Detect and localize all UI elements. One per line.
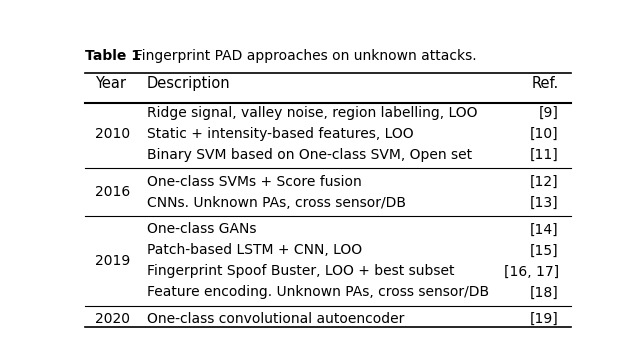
Text: Table 1: Table 1 <box>85 49 141 63</box>
Text: [11]: [11] <box>530 148 559 162</box>
Text: One-class SVMs + Score fusion: One-class SVMs + Score fusion <box>147 175 362 189</box>
Text: Fingerprint Spoof Buster, LOO + best subset: Fingerprint Spoof Buster, LOO + best sub… <box>147 264 454 278</box>
Text: Static + intensity-based features, LOO: Static + intensity-based features, LOO <box>147 127 413 141</box>
Text: Feature encoding. Unknown PAs, cross sensor/DB: Feature encoding. Unknown PAs, cross sen… <box>147 285 489 300</box>
Text: Fingerprint PAD approaches on unknown attacks.: Fingerprint PAD approaches on unknown at… <box>125 49 476 63</box>
Text: Binary SVM based on One-class SVM, Open set: Binary SVM based on One-class SVM, Open … <box>147 148 472 162</box>
Text: Year: Year <box>95 76 126 91</box>
Text: Ref.: Ref. <box>531 76 559 91</box>
Text: [19]: [19] <box>530 312 559 326</box>
Text: [14]: [14] <box>530 222 559 236</box>
Text: 2010: 2010 <box>95 127 130 141</box>
Text: Ridge signal, valley noise, region labelling, LOO: Ridge signal, valley noise, region label… <box>147 106 477 120</box>
Text: 2019: 2019 <box>95 254 130 268</box>
Text: [9]: [9] <box>539 106 559 120</box>
Text: [15]: [15] <box>530 244 559 257</box>
Text: One-class GANs: One-class GANs <box>147 222 257 236</box>
Text: CNNs. Unknown PAs, cross sensor/DB: CNNs. Unknown PAs, cross sensor/DB <box>147 196 406 210</box>
Text: 2016: 2016 <box>95 185 130 199</box>
Text: [12]: [12] <box>530 175 559 189</box>
Text: Patch-based LSTM + CNN, LOO: Patch-based LSTM + CNN, LOO <box>147 244 362 257</box>
Text: [10]: [10] <box>530 127 559 141</box>
Text: [16, 17]: [16, 17] <box>504 264 559 278</box>
Text: Description: Description <box>147 76 230 91</box>
Text: [13]: [13] <box>530 196 559 210</box>
Text: One-class convolutional autoencoder: One-class convolutional autoencoder <box>147 312 404 326</box>
Text: 2020: 2020 <box>95 312 130 326</box>
Text: [18]: [18] <box>530 285 559 300</box>
